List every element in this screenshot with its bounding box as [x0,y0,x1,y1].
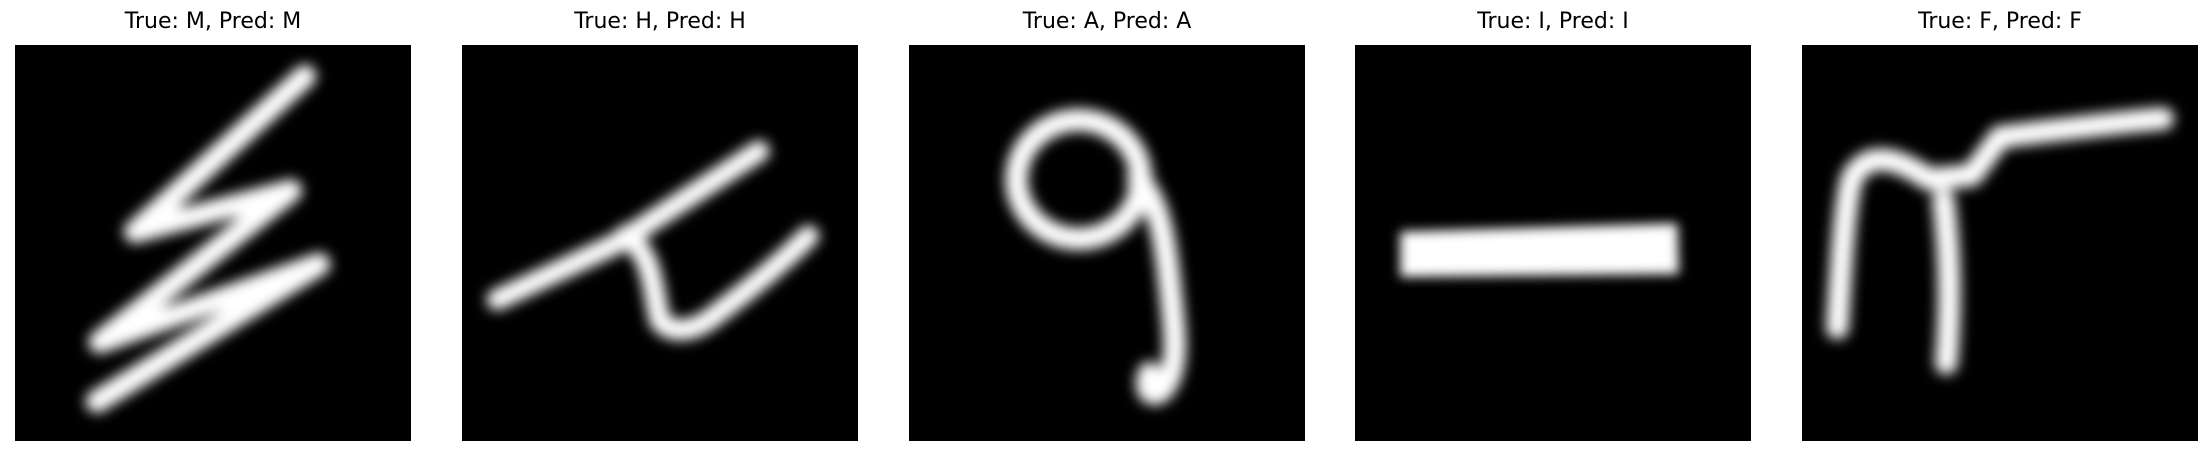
sample-panel-4: True: I, Pred: I [1355,0,1751,455]
handwritten-letter-h-image [462,45,858,441]
handwritten-letter-i-image [1355,45,1751,441]
handwritten-letter-a-image [909,45,1305,441]
handwritten-letter-f-image [1802,45,2198,441]
sample-title-1: True: M, Pred: M [124,9,302,34]
sample-title-5: True: F, Pred: F [1918,9,2082,34]
sample-title-3: True: A, Pred: A [1022,9,1192,34]
sample-panel-1: True: M, Pred: M [15,0,411,455]
sample-panel-3: True: A, Pred: A [909,0,1305,455]
sample-title-4: True: I, Pred: I [1477,9,1629,34]
sample-panel-2: True: H, Pred: H [462,0,858,455]
sample-panel-5: True: F, Pred: F [1802,0,2198,455]
handwritten-letter-m-image [15,45,411,441]
sample-title-2: True: H, Pred: H [574,9,746,34]
